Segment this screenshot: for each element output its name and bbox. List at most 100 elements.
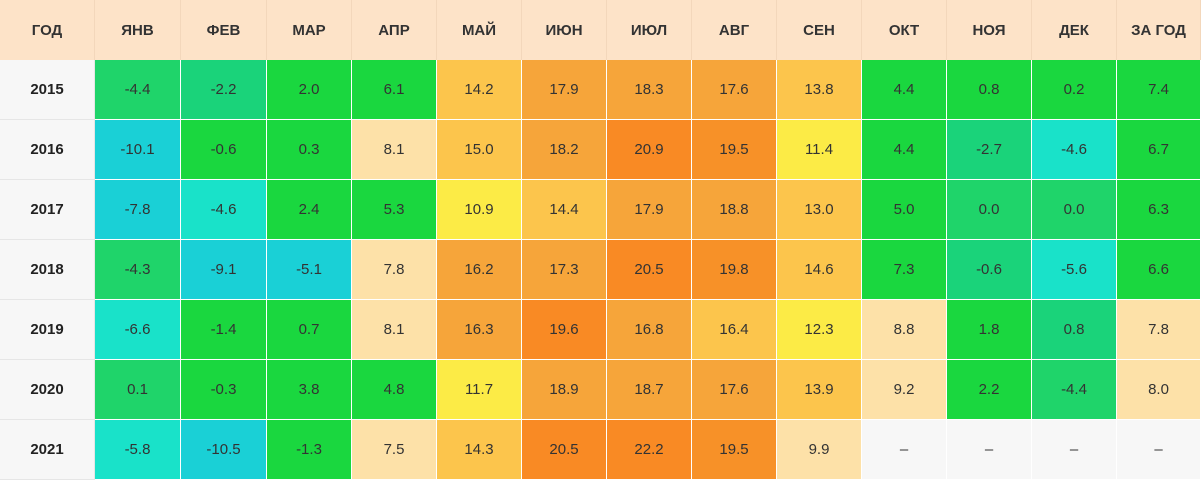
column-header: ЗА ГОД [1117, 0, 1201, 60]
heatmap-cell: 0.3 [267, 120, 352, 180]
heatmap-cell: 22.2 [607, 420, 692, 480]
heatmap-cell: 14.4 [522, 180, 607, 240]
column-header: ЯНВ [95, 0, 181, 60]
column-header: ИЮН [522, 0, 607, 60]
heatmap-cell: -1.4 [181, 300, 267, 360]
heatmap-cell: 16.3 [437, 300, 522, 360]
heatmap-cell: 8.0 [1117, 360, 1201, 420]
heatmap-cell: 11.4 [777, 120, 862, 180]
heatmap-cell: 19.5 [692, 120, 777, 180]
year-label: 2020 [0, 360, 95, 420]
heatmap-cell: -2.2 [181, 60, 267, 120]
heatmap-cell: 5.0 [862, 180, 947, 240]
heatmap-cell: 10.9 [437, 180, 522, 240]
column-header: АВГ [692, 0, 777, 60]
heatmap-cell: 18.3 [607, 60, 692, 120]
column-header: МАЙ [437, 0, 522, 60]
column-header: НОЯ [947, 0, 1032, 60]
heatmap-cell: -4.3 [95, 240, 181, 300]
heatmap-cell: -0.6 [947, 240, 1032, 300]
year-label: 2019 [0, 300, 95, 360]
heatmap-cell: -10.5 [181, 420, 267, 480]
heatmap-cell: 6.1 [352, 60, 437, 120]
heatmap-cell: 0.1 [95, 360, 181, 420]
heatmap-cell: 16.2 [437, 240, 522, 300]
heatmap-cell: 16.8 [607, 300, 692, 360]
heatmap-cell: 7.8 [352, 240, 437, 300]
heatmap-cell: -4.4 [1032, 360, 1117, 420]
heatmap-cell: 19.6 [522, 300, 607, 360]
column-header: ГОД [0, 0, 95, 60]
heatmap-cell: – [862, 420, 947, 480]
heatmap-cell: 7.8 [1117, 300, 1201, 360]
heatmap-cell: 3.8 [267, 360, 352, 420]
heatmap-cell: – [1032, 420, 1117, 480]
heatmap-cell: 2.0 [267, 60, 352, 120]
heatmap-cell: 13.9 [777, 360, 862, 420]
heatmap-cell: 19.8 [692, 240, 777, 300]
heatmap-cell: -4.6 [181, 180, 267, 240]
heatmap-cell: 8.1 [352, 120, 437, 180]
column-header: ДЕК [1032, 0, 1117, 60]
heatmap-cell: 18.8 [692, 180, 777, 240]
heatmap-cell: 2.2 [947, 360, 1032, 420]
column-header: АПР [352, 0, 437, 60]
heatmap-cell: 13.0 [777, 180, 862, 240]
heatmap-cell: 0.8 [1032, 300, 1117, 360]
heatmap-cell: 17.9 [522, 60, 607, 120]
heatmap-cell: 15.0 [437, 120, 522, 180]
heatmap-cell: -5.6 [1032, 240, 1117, 300]
heatmap-cell: 11.7 [437, 360, 522, 420]
heatmap-cell: 5.3 [352, 180, 437, 240]
heatmap-cell: 16.4 [692, 300, 777, 360]
heatmap-cell: -4.6 [1032, 120, 1117, 180]
heatmap-cell: -5.1 [267, 240, 352, 300]
heatmap-cell: 0.8 [947, 60, 1032, 120]
heatmap-cell: 17.6 [692, 360, 777, 420]
year-label: 2018 [0, 240, 95, 300]
heatmap-cell: 4.4 [862, 60, 947, 120]
heatmap-cell: -0.6 [181, 120, 267, 180]
heatmap-cell: 20.5 [522, 420, 607, 480]
heatmap-cell: 14.3 [437, 420, 522, 480]
column-header: ОКТ [862, 0, 947, 60]
heatmap-cell: 0.0 [1032, 180, 1117, 240]
heatmap-cell: -4.4 [95, 60, 181, 120]
heatmap-cell: 6.7 [1117, 120, 1201, 180]
year-label: 2015 [0, 60, 95, 120]
heatmap-cell: 8.8 [862, 300, 947, 360]
heatmap-cell: 9.2 [862, 360, 947, 420]
heatmap-cell: -6.6 [95, 300, 181, 360]
heatmap-cell: 0.2 [1032, 60, 1117, 120]
heatmap-cell: – [947, 420, 1032, 480]
heatmap-cell: 18.7 [607, 360, 692, 420]
heatmap-cell: 19.5 [692, 420, 777, 480]
column-header: МАР [267, 0, 352, 60]
column-header: ИЮЛ [607, 0, 692, 60]
heatmap-cell: 13.8 [777, 60, 862, 120]
year-label: 2016 [0, 120, 95, 180]
year-label: 2017 [0, 180, 95, 240]
heatmap-cell: 20.5 [607, 240, 692, 300]
heatmap-cell: 17.3 [522, 240, 607, 300]
heatmap-cell: 7.5 [352, 420, 437, 480]
heatmap-cell: 0.0 [947, 180, 1032, 240]
heatmap-cell: -5.8 [95, 420, 181, 480]
heatmap-cell: 2.4 [267, 180, 352, 240]
heatmap-cell: 6.6 [1117, 240, 1201, 300]
heatmap-cell: -9.1 [181, 240, 267, 300]
column-header: СЕН [777, 0, 862, 60]
heatmap-cell: -7.8 [95, 180, 181, 240]
heatmap-cell: 12.3 [777, 300, 862, 360]
column-header: ФЕВ [181, 0, 267, 60]
heatmap-cell: -2.7 [947, 120, 1032, 180]
heatmap-cell: 9.9 [777, 420, 862, 480]
heatmap-cell: 20.9 [607, 120, 692, 180]
heatmap-cell: 18.9 [522, 360, 607, 420]
heatmap-cell: -1.3 [267, 420, 352, 480]
heatmap-cell: 18.2 [522, 120, 607, 180]
heatmap-cell: 4.8 [352, 360, 437, 420]
heatmap-cell: 1.8 [947, 300, 1032, 360]
heatmap-cell: -0.3 [181, 360, 267, 420]
heatmap-cell: 7.4 [1117, 60, 1201, 120]
